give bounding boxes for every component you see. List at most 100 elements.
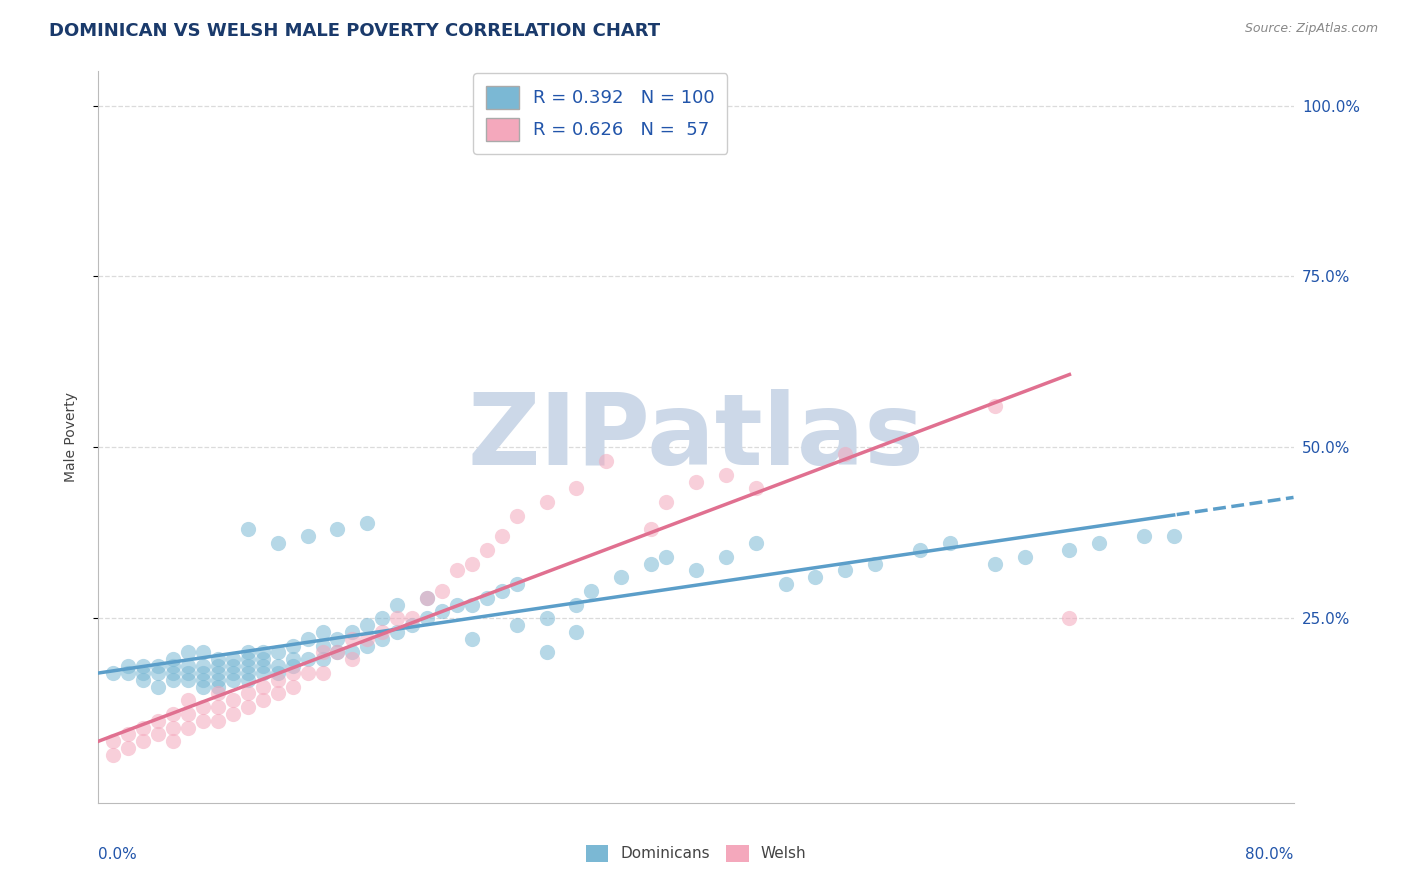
Point xyxy=(132,673,155,687)
Point xyxy=(252,659,274,673)
Point xyxy=(655,495,678,509)
Point xyxy=(132,665,155,680)
Point xyxy=(177,665,200,680)
Point xyxy=(640,522,662,536)
Point xyxy=(775,577,797,591)
Text: Source: ZipAtlas.com: Source: ZipAtlas.com xyxy=(1244,22,1378,36)
Point xyxy=(461,632,484,646)
Point xyxy=(236,665,259,680)
Point xyxy=(356,639,378,653)
Point xyxy=(236,522,259,536)
Point xyxy=(640,557,662,571)
Point xyxy=(297,665,319,680)
Point xyxy=(252,680,274,694)
Point xyxy=(475,542,498,557)
Point xyxy=(342,645,364,659)
Point xyxy=(865,557,887,571)
Point xyxy=(207,700,229,714)
Point xyxy=(491,529,513,543)
Point xyxy=(177,706,200,721)
Point xyxy=(103,734,125,748)
Point xyxy=(207,714,229,728)
Y-axis label: Male Poverty: Male Poverty xyxy=(63,392,77,482)
Point xyxy=(714,467,737,482)
Point xyxy=(342,624,364,639)
Point xyxy=(984,557,1007,571)
Point xyxy=(401,618,423,632)
Point xyxy=(222,665,245,680)
Point xyxy=(506,618,529,632)
Point xyxy=(222,652,245,666)
Point xyxy=(252,645,274,659)
Point xyxy=(252,665,274,680)
Point xyxy=(342,632,364,646)
Point xyxy=(132,721,155,735)
Point xyxy=(430,604,453,618)
Point xyxy=(297,632,319,646)
Point xyxy=(834,563,856,577)
Point xyxy=(565,481,588,495)
Point xyxy=(132,659,155,673)
Point xyxy=(222,706,245,721)
Point xyxy=(714,549,737,564)
Point xyxy=(385,611,409,625)
Point xyxy=(311,624,333,639)
Point xyxy=(191,700,214,714)
Point xyxy=(207,673,229,687)
Point xyxy=(416,611,439,625)
Point xyxy=(222,693,245,707)
Point xyxy=(536,645,558,659)
Point xyxy=(148,714,170,728)
Point xyxy=(984,400,1007,414)
Point xyxy=(267,686,290,700)
Point xyxy=(461,557,484,571)
Point xyxy=(1088,536,1111,550)
Point xyxy=(1059,542,1081,557)
Point xyxy=(1163,529,1185,543)
Point xyxy=(252,693,274,707)
Point xyxy=(326,645,349,659)
Text: 0.0%: 0.0% xyxy=(98,847,138,862)
Point xyxy=(236,686,259,700)
Point xyxy=(267,536,290,550)
Point xyxy=(416,591,439,605)
Point xyxy=(685,475,707,489)
Point xyxy=(565,598,588,612)
Point xyxy=(162,734,184,748)
Point xyxy=(191,673,214,687)
Point xyxy=(267,659,290,673)
Point xyxy=(416,591,439,605)
Point xyxy=(117,727,139,741)
Point xyxy=(177,645,200,659)
Point xyxy=(252,652,274,666)
Point xyxy=(191,665,214,680)
Point xyxy=(177,659,200,673)
Point xyxy=(430,583,453,598)
Point xyxy=(207,665,229,680)
Point xyxy=(281,652,304,666)
Point xyxy=(236,645,259,659)
Point xyxy=(281,665,304,680)
Point xyxy=(236,673,259,687)
Point xyxy=(385,624,409,639)
Point xyxy=(267,645,290,659)
Point xyxy=(1014,549,1036,564)
Point xyxy=(297,529,319,543)
Point xyxy=(132,734,155,748)
Text: 80.0%: 80.0% xyxy=(1246,847,1294,862)
Point xyxy=(207,686,229,700)
Point xyxy=(148,659,170,673)
Point xyxy=(595,454,617,468)
Point xyxy=(103,665,125,680)
Point xyxy=(236,700,259,714)
Point xyxy=(908,542,931,557)
Point xyxy=(117,741,139,756)
Text: DOMINICAN VS WELSH MALE POVERTY CORRELATION CHART: DOMINICAN VS WELSH MALE POVERTY CORRELAT… xyxy=(49,22,661,40)
Point xyxy=(506,577,529,591)
Point xyxy=(177,673,200,687)
Point xyxy=(356,632,378,646)
Point xyxy=(103,747,125,762)
Point xyxy=(222,673,245,687)
Point xyxy=(191,659,214,673)
Point xyxy=(207,659,229,673)
